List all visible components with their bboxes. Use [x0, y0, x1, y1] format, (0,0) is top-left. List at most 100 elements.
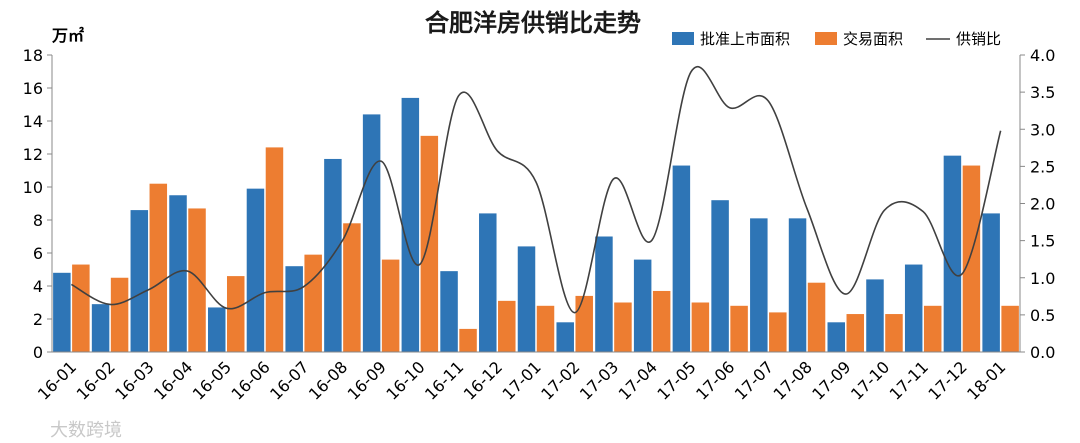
bars-transaction-area — [72, 135, 1019, 352]
x-axis-tick-label: 17-09 — [808, 357, 854, 403]
bar-transaction-area — [226, 276, 245, 352]
bar-approved-area — [827, 322, 846, 352]
right-axis-tick-label: 3.0 — [1030, 120, 1055, 139]
x-axis-tick-label: 16-11 — [421, 357, 467, 403]
x-axis: 16-0116-0216-0316-0416-0516-0616-0716-08… — [34, 351, 1020, 404]
bar-transaction-area — [923, 305, 942, 352]
left-axis-tick-label: 4 — [33, 277, 43, 296]
x-axis-tick-label: 17-10 — [847, 357, 893, 403]
x-axis-tick-label: 17-06 — [692, 357, 738, 403]
left-axis-tick-label: 18 — [23, 46, 43, 65]
bar-transaction-area — [72, 264, 90, 352]
x-axis-tick-label: 17-05 — [653, 357, 699, 403]
bar-transaction-area — [381, 259, 400, 352]
bar-approved-area — [595, 236, 613, 352]
bar-approved-area — [440, 271, 458, 352]
x-axis-tick-label: 17-07 — [731, 357, 777, 403]
bar-transaction-area — [962, 165, 981, 352]
right-axis: 0.0 0.5 1.0 1.5 2.0 2.5 3.0 3.5 4.0 — [1019, 46, 1055, 362]
bar-transaction-area — [304, 254, 322, 352]
x-axis-tick-label: 16-10 — [382, 357, 428, 403]
right-axis-tick-label: 1.0 — [1030, 269, 1055, 288]
bar-approved-area — [401, 97, 420, 353]
bar-approved-area — [943, 155, 962, 352]
x-axis-tick-label: 16-01 — [34, 357, 80, 403]
x-axis-tick-label: 17-02 — [537, 357, 583, 403]
bar-transaction-area — [730, 305, 748, 352]
x-axis-tick-label: 16-05 — [189, 357, 235, 403]
right-axis-tick-label: 3.5 — [1030, 83, 1055, 102]
bar-transaction-area — [110, 277, 129, 352]
x-axis-tick-label: 16-04 — [150, 357, 196, 403]
left-axis-tick-label: 6 — [33, 244, 43, 263]
bar-approved-area — [982, 213, 1000, 352]
x-axis-tick-label: 17-01 — [499, 357, 545, 403]
ratio-line-series — [70, 66, 1002, 314]
bar-approved-area — [556, 322, 574, 352]
legend-label-ratio: 供销比 — [956, 30, 1001, 48]
bar-approved-area — [169, 195, 187, 352]
bar-transaction-area — [652, 290, 671, 352]
bar-transaction-area — [536, 305, 555, 352]
x-axis-tick-label: 18-01 — [963, 357, 1009, 403]
left-axis: 0 2 4 6 8 10 12 14 16 18 — [23, 46, 53, 362]
x-axis-tick-label: 17-08 — [770, 357, 816, 403]
watermark-text: 大数跨境 — [50, 420, 122, 441]
x-axis-tick-label: 16-12 — [460, 357, 506, 403]
bar-transaction-area — [1001, 305, 1019, 352]
bar-approved-area — [246, 188, 265, 352]
bar-transaction-area — [459, 328, 477, 352]
bar-transaction-area — [769, 312, 787, 352]
legend-swatch-approved-area — [672, 32, 694, 45]
right-axis-tick-label: 2.0 — [1030, 195, 1055, 214]
right-axis-tick-label: 1.5 — [1030, 232, 1055, 251]
legend-swatch-transaction-area — [815, 32, 837, 45]
bar-approved-area — [479, 213, 497, 352]
x-axis-tick-label: 17-12 — [924, 357, 970, 403]
bar-approved-area — [285, 266, 303, 352]
bar-approved-area — [633, 259, 652, 352]
bar-transaction-area — [614, 302, 632, 352]
x-axis-tick-label: 17-04 — [615, 357, 661, 403]
bar-transaction-area — [265, 147, 284, 352]
legend-label-transaction-area: 交易面积 — [843, 30, 903, 48]
right-axis-tick-label: 0.0 — [1030, 343, 1055, 362]
bar-approved-area — [517, 246, 536, 352]
left-axis-tick-label: 8 — [33, 211, 43, 230]
left-axis-tick-label: 2 — [33, 310, 43, 329]
bar-approved-area — [904, 264, 923, 352]
bar-transaction-area — [807, 282, 826, 352]
x-axis-tick-label: 17-03 — [576, 357, 622, 403]
bar-approved-area — [866, 279, 884, 352]
ratio-line-path — [70, 66, 1002, 314]
bar-approved-area — [711, 200, 729, 352]
bar-approved-area — [750, 218, 768, 352]
x-axis-tick-label: 16-03 — [111, 357, 157, 403]
left-axis-tick-label: 14 — [23, 112, 43, 131]
bar-transaction-area — [149, 183, 168, 352]
right-axis-tick-label: 0.5 — [1030, 306, 1055, 325]
legend: 批准上市面积 交易面积 供销比 — [672, 30, 1001, 48]
bar-approved-area — [788, 218, 807, 352]
bar-transaction-area — [343, 223, 361, 352]
right-axis-tick-label: 2.5 — [1030, 157, 1055, 176]
bar-approved-area — [672, 165, 691, 352]
bar-approved-area — [362, 114, 381, 353]
bar-transaction-area — [498, 300, 516, 352]
bar-approved-area — [53, 272, 71, 352]
bar-transaction-area — [420, 135, 439, 352]
x-axis-tick-label: 16-06 — [227, 357, 273, 403]
left-axis-tick-label: 0 — [33, 343, 43, 362]
x-axis-tick-label: 16-08 — [305, 357, 351, 403]
bar-transaction-area — [188, 208, 206, 352]
x-axis-tick-label: 16-02 — [73, 357, 119, 403]
right-axis-tick-label: 4.0 — [1030, 46, 1055, 65]
bars-approved-area — [53, 97, 1000, 353]
left-axis-tick-label: 12 — [23, 145, 43, 164]
bar-approved-area — [207, 307, 226, 352]
bar-transaction-area — [885, 314, 903, 352]
left-axis-unit: 万㎡ — [51, 26, 84, 45]
x-axis-tick-label: 16-09 — [344, 357, 390, 403]
left-axis-tick-label: 16 — [23, 79, 43, 98]
